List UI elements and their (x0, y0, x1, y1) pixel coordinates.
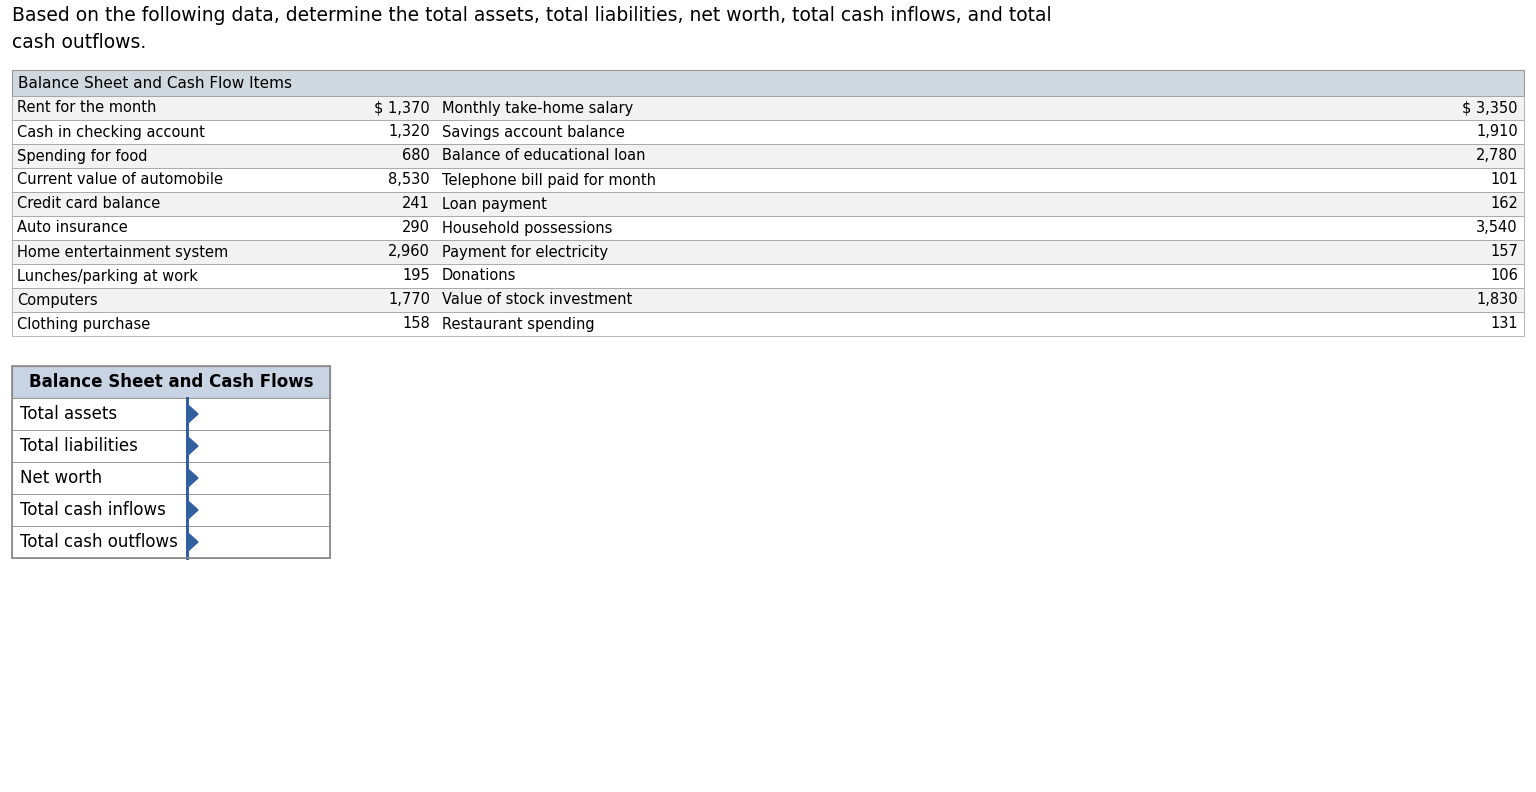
Bar (12, 366, 330, 398)
Bar (12, 288, 1524, 312)
Text: $ 1,370: $ 1,370 (375, 101, 430, 116)
Bar (12, 120, 1524, 144)
Text: 241: 241 (402, 196, 430, 211)
Text: Credit card balance: Credit card balance (17, 196, 160, 211)
Text: Auto insurance: Auto insurance (17, 220, 127, 235)
Text: Total cash outflows: Total cash outflows (20, 533, 178, 551)
Bar (12, 70, 1524, 96)
Polygon shape (187, 533, 198, 551)
Text: 106: 106 (1490, 268, 1518, 284)
Bar (12, 264, 1524, 288)
Text: 158: 158 (402, 317, 430, 332)
Bar (12, 144, 1524, 168)
Text: Total cash inflows: Total cash inflows (20, 501, 166, 519)
Text: Loan payment: Loan payment (442, 196, 547, 211)
Text: Donations: Donations (442, 268, 516, 284)
Text: Savings account balance: Savings account balance (442, 124, 625, 139)
Bar (12, 96, 1524, 120)
Text: Total liabilities: Total liabilities (20, 437, 138, 455)
Text: 195: 195 (402, 268, 430, 284)
Bar (12, 240, 1524, 264)
Bar (12, 168, 1524, 192)
Text: 1,910: 1,910 (1476, 124, 1518, 139)
Text: Spending for food: Spending for food (17, 148, 147, 163)
Text: 162: 162 (1490, 196, 1518, 211)
Text: 157: 157 (1490, 245, 1518, 260)
Text: Computers: Computers (17, 292, 98, 307)
Bar (12, 462, 330, 494)
Text: Total assets: Total assets (20, 405, 117, 423)
Bar (12, 192, 1524, 216)
Text: Cash in checking account: Cash in checking account (17, 124, 204, 139)
Text: Net worth: Net worth (20, 469, 101, 487)
Text: Based on the following data, determine the total assets, total liabilities, net : Based on the following data, determine t… (12, 6, 1052, 51)
Text: Restaurant spending: Restaurant spending (442, 317, 594, 332)
Polygon shape (187, 405, 198, 423)
Text: Monthly take-home salary: Monthly take-home salary (442, 101, 633, 116)
Text: Lunches/parking at work: Lunches/parking at work (17, 268, 198, 284)
Text: Home entertainment system: Home entertainment system (17, 245, 229, 260)
Text: Payment for electricity: Payment for electricity (442, 245, 608, 260)
Text: 101: 101 (1490, 173, 1518, 188)
Text: 1,770: 1,770 (389, 292, 430, 307)
Polygon shape (187, 469, 198, 487)
Text: Balance Sheet and Cash Flows: Balance Sheet and Cash Flows (29, 373, 313, 391)
Text: 131: 131 (1490, 317, 1518, 332)
Text: 2,960: 2,960 (389, 245, 430, 260)
Bar (12, 312, 1524, 336)
Bar (12, 398, 330, 430)
Text: 290: 290 (402, 220, 430, 235)
Text: Value of stock investment: Value of stock investment (442, 292, 633, 307)
Bar (12, 366, 330, 558)
Text: Balance Sheet and Cash Flow Items: Balance Sheet and Cash Flow Items (18, 75, 292, 90)
Text: Balance of educational loan: Balance of educational loan (442, 148, 645, 163)
Polygon shape (187, 437, 198, 455)
Polygon shape (187, 501, 198, 519)
Text: $ 3,350: $ 3,350 (1462, 101, 1518, 116)
Text: Rent for the month: Rent for the month (17, 101, 157, 116)
Text: 3,540: 3,540 (1476, 220, 1518, 235)
Text: 1,830: 1,830 (1476, 292, 1518, 307)
Bar (12, 526, 330, 558)
Bar (12, 494, 330, 526)
Text: 680: 680 (402, 148, 430, 163)
Text: Household possessions: Household possessions (442, 220, 613, 235)
Text: 2,780: 2,780 (1476, 148, 1518, 163)
Text: Current value of automobile: Current value of automobile (17, 173, 223, 188)
Bar (12, 216, 1524, 240)
Text: 8,530: 8,530 (389, 173, 430, 188)
Text: Telephone bill paid for month: Telephone bill paid for month (442, 173, 656, 188)
Bar (12, 430, 330, 462)
Text: Clothing purchase: Clothing purchase (17, 317, 151, 332)
Text: 1,320: 1,320 (389, 124, 430, 139)
